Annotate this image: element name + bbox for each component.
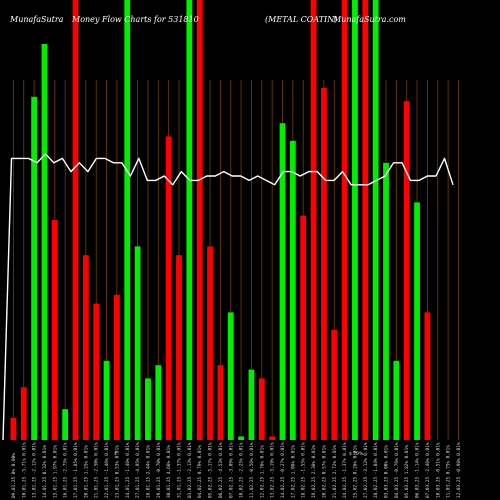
x-tick-label: 19.02.25 2.38% 0.01%: [311, 445, 317, 498]
x-tick-label: 18.02.25 -1.55% 0.01%: [301, 442, 307, 498]
x-tick-label: 14.01.25 0.32% 0.01%: [42, 445, 48, 498]
x-tick-label: 28.01.25 2.44% 0.01%: [145, 445, 151, 498]
x-tick-label: 07.03.25 -2.46% 0.01%: [425, 442, 431, 498]
bar: [393, 360, 400, 440]
x-tick-label: 04.03.25 -0.76% 0.01%: [394, 442, 400, 498]
x-tick-label: 09.01.25 0% 0.00%: [11, 453, 17, 498]
bar: [62, 409, 69, 440]
x-tick-label: 15.01.25 1.97% 0.01%: [52, 445, 58, 498]
x-tick-label: 22.01.25 -1.46% 0.01%: [104, 442, 110, 498]
axis-mark-dollar-left: $: [114, 451, 117, 457]
x-tick-label: 10.03.25 -0.51% 0.01%: [435, 442, 441, 498]
line-layer: [2, 153, 454, 441]
x-tick-label: 21.01.25 -2.50% 0.01%: [94, 442, 100, 498]
bar: [372, 0, 379, 440]
bar: [82, 255, 89, 440]
bar: [248, 369, 255, 440]
bar: [352, 0, 358, 440]
bar: [321, 88, 327, 440]
tick-labels-layer: 09.01.25 0% 0.00% 10.01.25 -3.71% 0.01% 13…: [11, 442, 462, 498]
bar: [310, 0, 317, 440]
x-tick-label: 24.02.25 -1.37% 0.01%: [342, 442, 348, 498]
bar: [362, 0, 369, 440]
x-tick-label: 31.01.25 -1.37% 0.01%: [177, 442, 183, 498]
x-tick-label: 04.02.25 0.79% 0.01%: [197, 445, 203, 498]
bar: [196, 0, 203, 440]
x-tick-label: 10.01.25 -3.71% 0.01%: [21, 442, 27, 498]
x-tick-label: 27.01.25 -4.95% 0.01%: [135, 442, 141, 498]
x-tick-label: 25.02.25 0.26% 0.01%: [352, 445, 358, 498]
bar: [103, 360, 110, 440]
x-tick-label: 20.02.25 0.57% 0.01%: [321, 445, 327, 498]
x-tick-label: 12.03.25 -0.98% 0.01%: [456, 442, 462, 498]
x-tick-label: 29.01.25 -0.70% 0.01%: [156, 442, 162, 498]
bar: [289, 140, 296, 441]
bar: [207, 246, 213, 440]
axis-mark-dollar-right: $ 29%: [349, 451, 364, 457]
bar: [145, 378, 151, 440]
bar: [41, 44, 48, 440]
bar: [31, 96, 37, 441]
bar: [341, 0, 348, 440]
x-tick-label: 17.02.25 1.08% 0.01%: [290, 445, 296, 498]
bar: [300, 215, 307, 440]
bar: [72, 0, 79, 440]
x-tick-label: 24.01.25 -1.46% 0.01%: [125, 442, 131, 498]
x-tick-label: 05.03.25 1.82% 0.01%: [404, 445, 410, 498]
bar: [186, 0, 193, 440]
x-tick-label: 05.02.25 -5.17% 0.01%: [208, 442, 214, 498]
money-flow-line: [2, 153, 454, 441]
bar: [155, 365, 162, 440]
x-tick-label: 30.01.25 4.66% 0.01%: [166, 445, 172, 498]
x-tick-label: 13.01.25 -2.12% 0.01%: [32, 442, 38, 498]
x-tick-label: 06.02.25 -4.53% 0.01%: [218, 442, 224, 498]
bar: [217, 365, 224, 440]
chart-title: Money Flow Charts for 531810: [71, 15, 199, 24]
x-tick-label: 13.02.25 -3.19% 0.01%: [270, 442, 276, 498]
x-tick-label: 16.01.25 -2.75% 0.01%: [63, 442, 69, 498]
bar: [414, 202, 420, 440]
bar: [383, 162, 389, 441]
bar: [258, 378, 265, 440]
bars-layer: [10, 0, 431, 441]
bar: [238, 436, 244, 440]
company-name: (METAL COATIN): [265, 15, 337, 24]
bar: [165, 136, 172, 440]
bar: [51, 220, 58, 440]
site-name-left: MunafaSutra: [9, 15, 64, 24]
x-tick-label: 03.03.25 0.00% 0.01%: [384, 445, 390, 498]
x-tick-label: 20.01.25 1.25% 0.01%: [83, 445, 89, 498]
x-tick-label: 17.01.25 -1.85% 0.01%: [73, 442, 79, 498]
bar: [403, 101, 410, 440]
x-tick-label: 12.02.25 1.76% 0.01%: [259, 445, 265, 498]
bar: [134, 246, 141, 440]
bar: [10, 418, 17, 440]
bar: [331, 330, 338, 440]
x-tick-label: 28.02.25 -1.84% 0.01%: [373, 442, 379, 498]
x-tick-label: 07.02.25 -3.09% 0.01%: [228, 442, 234, 498]
site-name-right: MunafaSutra.com: [332, 15, 406, 24]
bar: [176, 255, 182, 440]
bar: [114, 294, 120, 440]
bar: [269, 436, 276, 440]
bar: [93, 303, 100, 440]
x-tick-label: 11.02.25 -0.56% 0.01%: [249, 442, 255, 498]
x-tick-label: 14.02.25 -0.27% 0.01%: [280, 442, 286, 498]
x-tick-label: 03.02.25 -2.13% 0.01%: [187, 442, 193, 498]
bar: [20, 387, 27, 440]
x-tick-label: 11.03.25 0.75% 0.01%: [446, 445, 452, 498]
bar: [279, 123, 286, 440]
x-tick-label: 27.02.25 -3.12% 0.01%: [363, 442, 369, 498]
x-tick-label: 10.02.25 -2.25% 0.01%: [239, 442, 245, 498]
bar: [424, 312, 431, 440]
x-tick-label: 23.01.25 0.53% 0.01%: [114, 445, 120, 498]
bar: [227, 312, 234, 440]
x-tick-label: 06.03.25 -1.14% 0.01%: [415, 442, 421, 498]
bar: [124, 0, 131, 440]
x-tick-label: 21.02.25 2.72% 0.01%: [332, 445, 338, 498]
